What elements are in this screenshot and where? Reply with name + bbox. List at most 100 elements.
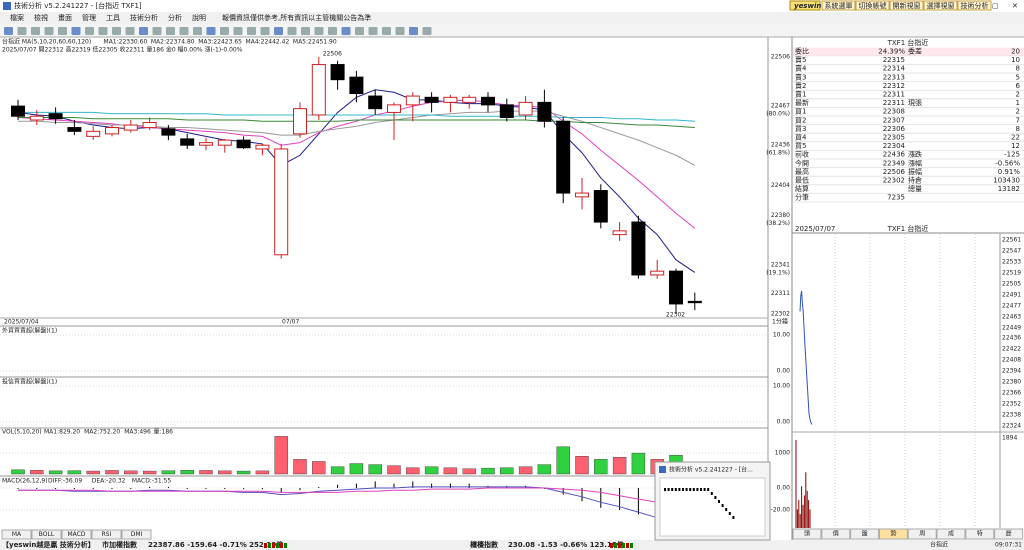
y-tick-label: 0.00: [777, 419, 791, 426]
tool-icon[interactable]: [31, 27, 40, 35]
tick-tab-label[interactable]: 盤: [862, 530, 868, 538]
tool-icon[interactable]: [260, 27, 270, 35]
tick-tab[interactable]: [994, 528, 1024, 540]
tick-tab-label[interactable]: 特: [977, 530, 983, 538]
tool-icon[interactable]: [247, 27, 256, 35]
tick-tab-label[interactable]: 周: [919, 531, 925, 538]
menu-item[interactable]: 說明: [192, 13, 206, 22]
quote-value: -125: [1004, 151, 1020, 159]
tool-icon[interactable]: [233, 27, 243, 35]
tick-tab[interactable]: [936, 528, 966, 540]
thumb-candle: [707, 488, 710, 491]
tick-tab-label[interactable]: 頭: [804, 531, 810, 538]
tick-tab[interactable]: [792, 528, 822, 540]
volume-bar: [218, 470, 232, 475]
candle-body: [236, 139, 251, 149]
tool-icon[interactable]: [98, 27, 108, 35]
otc-name: 櫃檯指數: [470, 540, 498, 549]
tool-icon[interactable]: [193, 27, 202, 35]
candle-body: [499, 104, 514, 118]
top-button-label[interactable]: 技術分析: [961, 1, 989, 10]
tick-tab[interactable]: [850, 528, 880, 540]
tick-tab[interactable]: [821, 528, 851, 540]
tool-icon[interactable]: [274, 27, 283, 35]
tool-icon[interactable]: [395, 27, 405, 35]
tool-icon[interactable]: [179, 27, 189, 35]
top-button[interactable]: [957, 0, 992, 11]
top-button[interactable]: [855, 0, 890, 11]
status-symbol: 台指近: [930, 541, 948, 549]
indicator-tab-label[interactable]: DMI: [131, 531, 143, 538]
menu-item[interactable]: 檔案: [10, 13, 24, 22]
tool-icon[interactable]: [409, 27, 418, 35]
tick-tab-label[interactable]: 歷: [1006, 531, 1012, 538]
tool-icon[interactable]: [58, 27, 67, 35]
status-brand: 【yeswin越是贏 技術分析】: [2, 540, 95, 549]
indicator-tab-label[interactable]: MACD: [68, 531, 86, 538]
top-button-label[interactable]: 選擇視窗: [927, 1, 955, 10]
indicator-tab[interactable]: [91, 529, 122, 540]
tool-icon[interactable]: [152, 27, 162, 35]
tool-icon[interactable]: [17, 27, 27, 35]
menu-item[interactable]: 分析: [168, 13, 182, 22]
tick-tab[interactable]: [907, 528, 937, 540]
tool-icon[interactable]: [139, 27, 148, 35]
tool-icon[interactable]: [355, 27, 364, 35]
tool-icon[interactable]: [71, 27, 81, 35]
tick-tab-label[interactable]: 勢: [890, 530, 896, 538]
top-button-label[interactable]: 切換帳號: [859, 1, 887, 10]
candle-body: [330, 64, 345, 81]
tool-icon[interactable]: [112, 27, 121, 35]
close[interactable]: ✕: [1012, 2, 1018, 10]
top-button[interactable]: [889, 0, 924, 11]
indicator-tab[interactable]: [31, 529, 62, 540]
candle-body: [11, 105, 25, 117]
tool-icon[interactable]: [206, 27, 216, 35]
candle-body: [481, 96, 495, 106]
top-button-label[interactable]: 開新視窗: [893, 1, 921, 10]
menu-item[interactable]: 畫面: [58, 13, 72, 22]
tool-icon[interactable]: [85, 27, 94, 35]
indicator-tab-label[interactable]: BOLL: [39, 531, 55, 538]
menu-item[interactable]: 管理: [82, 13, 96, 22]
volume-bar: [387, 465, 401, 475]
y-tick-label: -20.00: [771, 507, 791, 514]
tool-icon[interactable]: [166, 27, 175, 35]
tool-icon[interactable]: [4, 27, 13, 35]
vol-info: 量:186: [154, 429, 174, 436]
tool-icon[interactable]: [422, 27, 432, 35]
top-button-label[interactable]: 系統選單: [825, 1, 853, 10]
menu-item[interactable]: 工具: [106, 14, 120, 22]
indicator-tab-label[interactable]: RSI: [102, 531, 112, 538]
indicator-tab[interactable]: [121, 529, 152, 540]
indicator-tab-label[interactable]: MA: [12, 531, 22, 538]
title-bar: [0, 0, 1024, 12]
tool-icon[interactable]: [328, 27, 337, 35]
tool-icon[interactable]: [220, 27, 229, 35]
tick-tab-label[interactable]: 價: [833, 530, 839, 538]
quote-label: 買2: [795, 116, 806, 124]
top-button[interactable]: [821, 0, 856, 11]
tick-tab-label[interactable]: 成: [948, 530, 954, 538]
tick-tab[interactable]: [965, 528, 995, 540]
tool-icon[interactable]: [382, 27, 391, 35]
top-button[interactable]: [923, 0, 958, 11]
status-bar: [0, 540, 1024, 550]
indicator-tab[interactable]: [61, 529, 92, 540]
dea-line: [18, 487, 695, 511]
quote-label: 賣3: [795, 72, 806, 81]
menu-item[interactable]: 檢視: [34, 13, 48, 22]
tool-icon[interactable]: [341, 27, 351, 35]
tool-icon[interactable]: [301, 27, 310, 35]
volume-bar: [11, 469, 25, 475]
tool-icon[interactable]: [125, 27, 135, 35]
tool-icon[interactable]: [287, 27, 297, 35]
menu-item[interactable]: 技術分析: [130, 13, 158, 22]
indicator-tab[interactable]: [1, 529, 32, 540]
tool-icon[interactable]: [368, 27, 378, 35]
tick-tab[interactable]: [878, 528, 908, 540]
tool-icon[interactable]: [314, 27, 324, 35]
thumb-candle: [725, 508, 728, 511]
tool-icon[interactable]: [44, 27, 54, 35]
maximize[interactable]: ▢: [992, 2, 999, 10]
